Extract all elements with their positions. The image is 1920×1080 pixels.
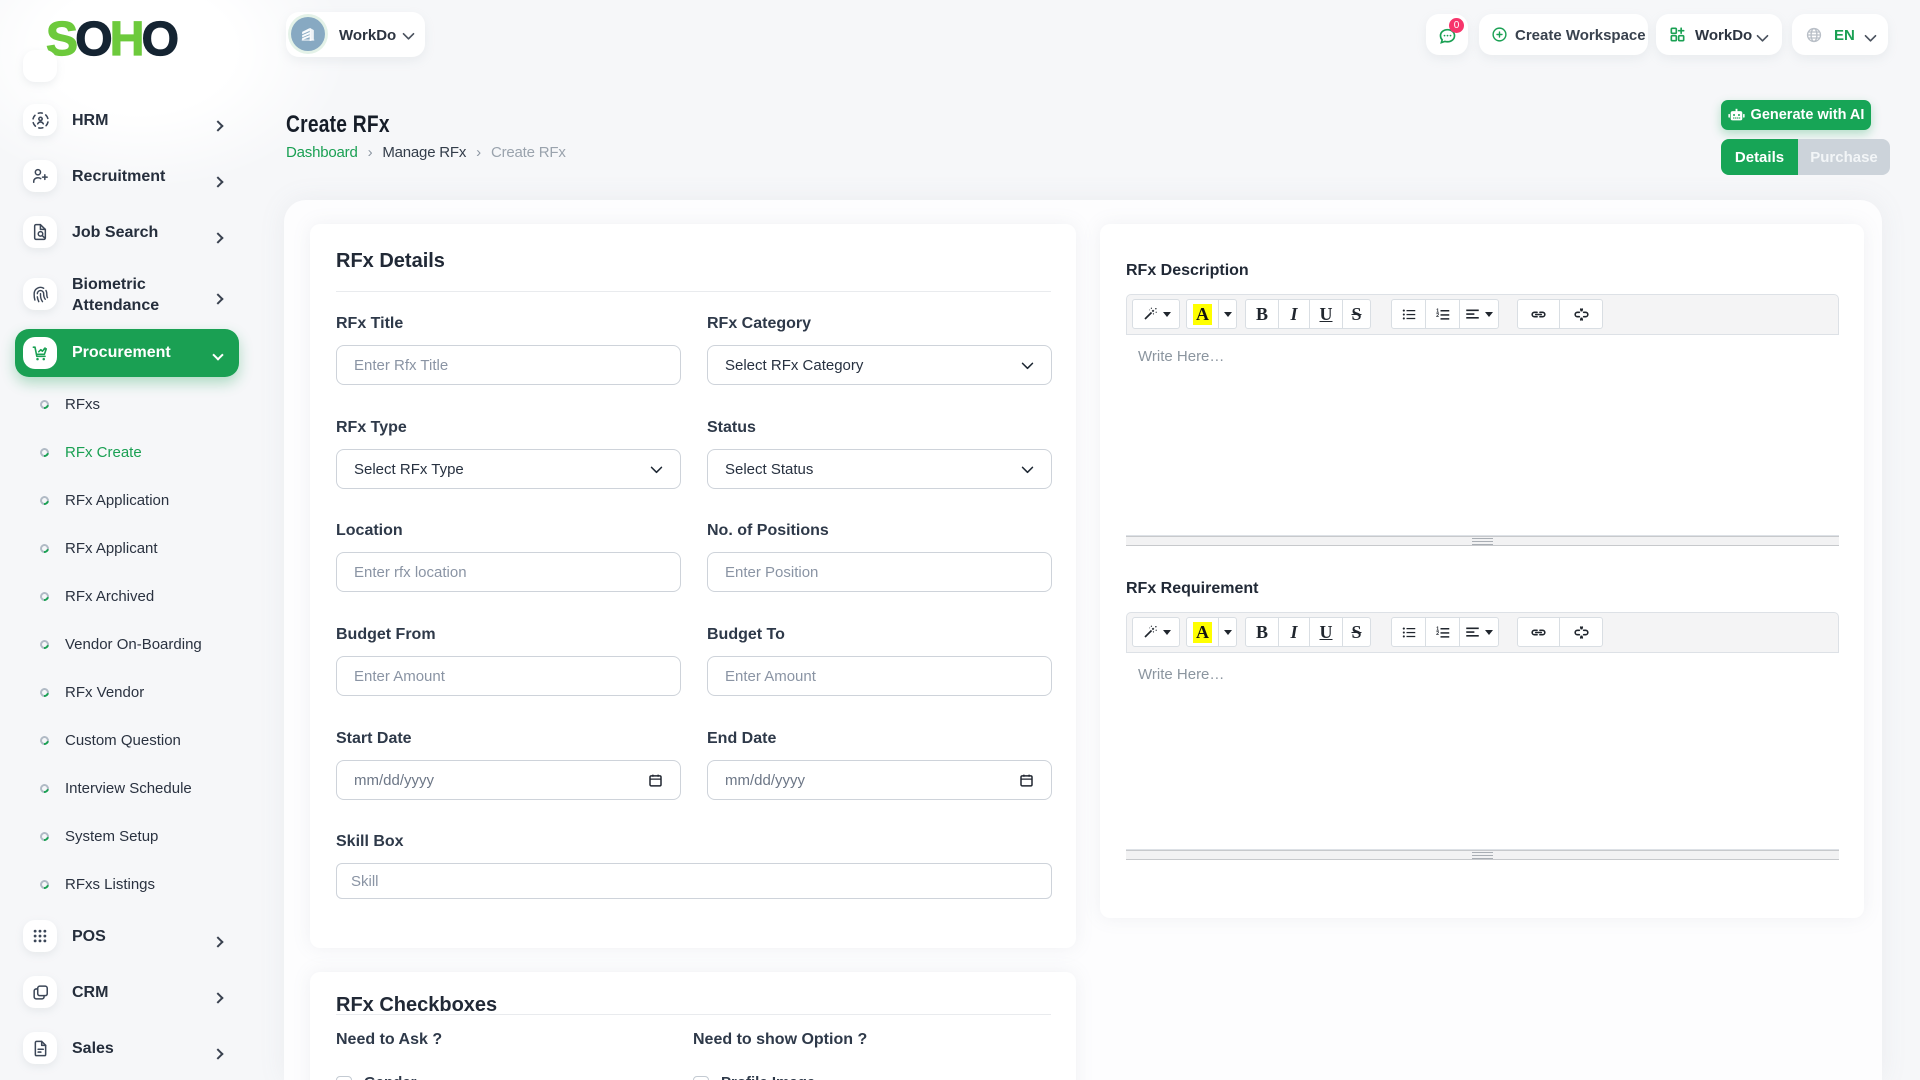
svg-text:1: 1	[1436, 308, 1439, 314]
svg-text:2: 2	[1436, 630, 1439, 636]
svg-text:1: 1	[1436, 626, 1439, 632]
svg-text:2: 2	[1436, 312, 1439, 318]
